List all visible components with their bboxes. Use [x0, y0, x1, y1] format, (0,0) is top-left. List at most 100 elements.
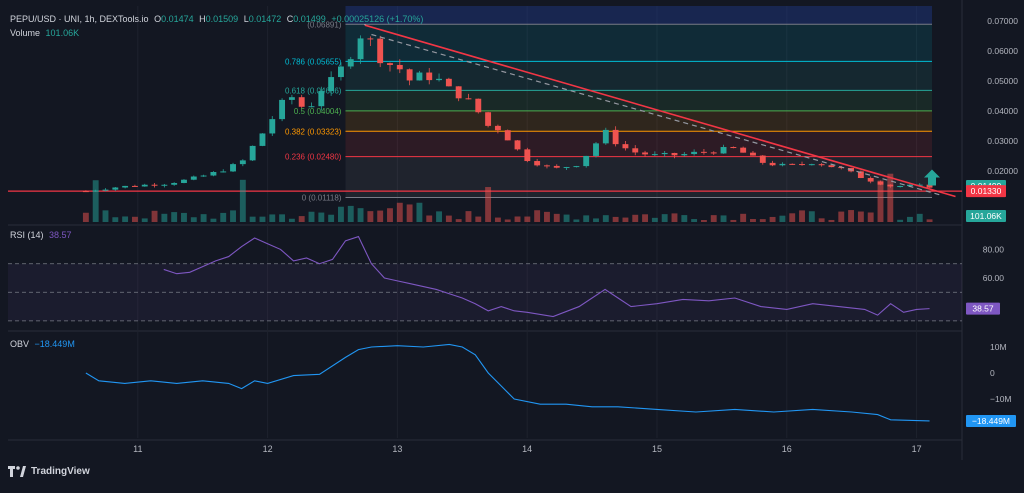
- fib-label-3: 0.5 (0.04004): [294, 107, 342, 116]
- volume-bar: [632, 214, 639, 222]
- candle-body: [465, 98, 472, 100]
- volume-bar: [877, 180, 884, 222]
- fib-zone-2: [345, 90, 933, 111]
- candle-body: [926, 184, 933, 188]
- rsi-line: [163, 235, 930, 318]
- volume-bar: [200, 214, 207, 222]
- fib-zone-4: [345, 131, 933, 157]
- volume-bar: [485, 187, 492, 222]
- volume-bar: [445, 215, 452, 222]
- obv-value-tag-text: −18.449M: [972, 416, 1010, 426]
- candle-body: [730, 147, 737, 149]
- volume-bar: [897, 219, 904, 222]
- candle-body: [367, 38, 374, 40]
- low-label: L: [243, 14, 249, 24]
- volume-bar: [455, 219, 462, 222]
- candle-body: [318, 91, 325, 107]
- volume-bar: [916, 213, 923, 222]
- tradingview-logo-icon: [8, 466, 26, 477]
- volume-bar: [122, 216, 129, 222]
- volume-bar: [789, 213, 796, 222]
- candle-body: [573, 166, 580, 168]
- trendline-resistance: [364, 24, 956, 198]
- candle-body: [504, 130, 511, 141]
- volume-bar: [828, 219, 835, 222]
- volume-bar: [269, 214, 276, 222]
- candle-body: [857, 171, 864, 179]
- volume-label[interactable]: Volume: [10, 28, 41, 38]
- volume-bar: [926, 219, 933, 222]
- volume-bar: [387, 208, 393, 222]
- volume-bar: [867, 212, 874, 222]
- volume-bar: [612, 216, 619, 222]
- candle-body: [671, 152, 678, 156]
- close-value: 0.01499: [293, 14, 326, 24]
- y-tick-0.03000: 0.03000: [987, 136, 1018, 146]
- volume-bar: [769, 216, 776, 222]
- candle-body: [632, 148, 639, 153]
- y-tick-0.04000: 0.04000: [987, 106, 1018, 116]
- price-tag-0.01330: [966, 185, 1006, 198]
- candle-body: [897, 186, 904, 188]
- candle-body: [377, 38, 384, 64]
- candle-body: [131, 185, 138, 187]
- fib-zone-3: [345, 110, 933, 132]
- y-tick-0.02000: 0.02000: [987, 166, 1018, 176]
- volume-bar: [465, 211, 472, 222]
- volume-bar: [328, 214, 335, 222]
- fib-label-5: 0.236 (0.02480): [285, 153, 342, 162]
- fib-label-1: 0.786 (0.05655): [285, 57, 342, 66]
- volume-bar: [544, 211, 550, 222]
- candle-body: [485, 112, 492, 126]
- candle-body: [357, 38, 364, 60]
- candle-body: [337, 66, 344, 78]
- fib-label-0: (0.06891): [307, 20, 342, 29]
- candle-body: [720, 147, 727, 154]
- volume-bar: [308, 211, 315, 222]
- x-tick-12: 12: [263, 444, 273, 454]
- volume-bar: [475, 216, 482, 222]
- volume-bar: [112, 217, 119, 222]
- candle-body: [651, 154, 658, 156]
- volume-bar: [181, 212, 187, 222]
- candle-body: [661, 152, 668, 155]
- low-value: 0.01472: [248, 14, 282, 24]
- candle-body: [347, 59, 354, 67]
- volume-bar: [691, 219, 698, 222]
- volume-bar: [190, 217, 197, 222]
- fib-zone-0: [345, 24, 933, 62]
- candle-body: [828, 165, 835, 168]
- obv-value-tag: [966, 414, 1016, 427]
- candle-body: [710, 152, 717, 154]
- volume-bar: [602, 215, 609, 222]
- tradingview-logo[interactable]: TradingView: [8, 466, 90, 477]
- volume-bar: [504, 219, 511, 222]
- volume-bar: [239, 179, 246, 222]
- fib-label-6: 0 (0.01118): [302, 193, 342, 202]
- volume-bar: [220, 212, 227, 222]
- candle-body: [759, 155, 766, 163]
- candle-body: [181, 179, 187, 183]
- fib-zone-1: [345, 61, 933, 91]
- volume-bar: [838, 211, 845, 222]
- candle-body: [622, 144, 629, 149]
- candle-body: [593, 143, 599, 156]
- symbol-title[interactable]: PEPU/USD · UNI, 1h, DEXTools.io: [10, 14, 149, 24]
- candle-body: [818, 164, 825, 166]
- obv-label[interactable]: OBV: [10, 339, 30, 349]
- volume-bar: [710, 215, 717, 222]
- rsi-label[interactable]: RSI (14): [10, 230, 44, 240]
- rsi-value: 38.57: [49, 230, 72, 240]
- candle-body: [681, 154, 688, 156]
- volume-bar: [671, 213, 678, 222]
- volume-bar: [750, 219, 756, 222]
- candle-body: [220, 171, 227, 173]
- rsi-y-tick-80-00: 80.00: [983, 244, 1005, 254]
- candle-body: [691, 151, 698, 155]
- volume-bar: [906, 216, 913, 222]
- candle-body: [563, 167, 570, 169]
- x-tick-15: 15: [652, 444, 662, 454]
- high-label: H: [199, 14, 206, 24]
- candle-body: [799, 164, 805, 166]
